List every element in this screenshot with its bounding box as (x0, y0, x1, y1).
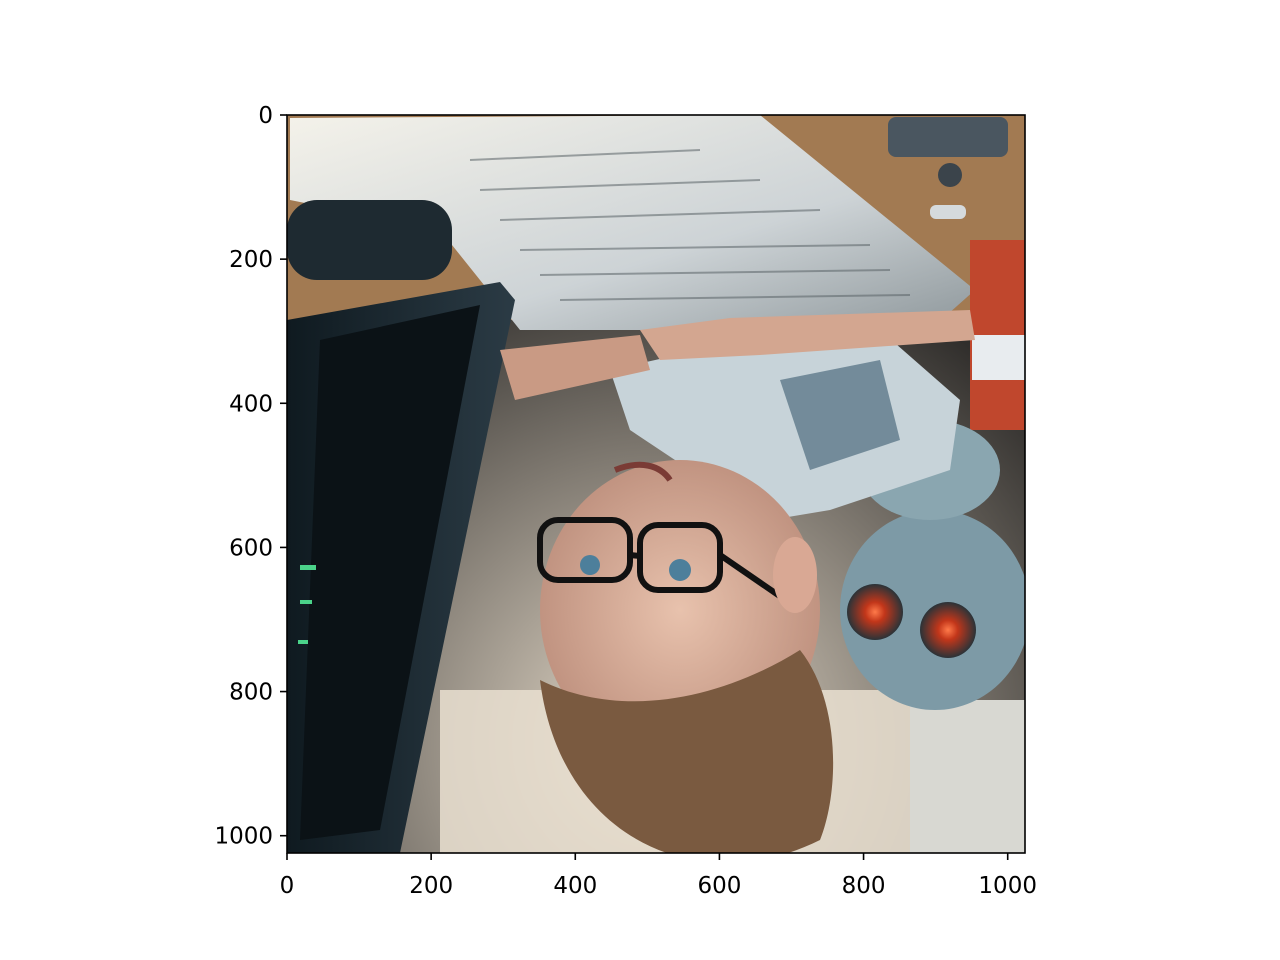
x-tick-label: 200 (409, 873, 453, 899)
y-tick-label: 600 (229, 535, 273, 561)
y-tick-label: 0 (258, 103, 273, 129)
x-tick-label: 400 (553, 873, 597, 899)
y-axis: 0 200 400 600 800 1000 (214, 103, 287, 850)
hair-image (540, 650, 834, 853)
y-tick-label: 1000 (214, 824, 273, 850)
image-display (287, 115, 1025, 853)
y-tick-label: 400 (229, 391, 273, 417)
monitor-leds (298, 565, 316, 644)
x-tick-label: 0 (280, 873, 295, 899)
x-tick-label: 800 (842, 873, 886, 899)
x-tick-label: 600 (697, 873, 741, 899)
paper-text-lines (469, 149, 911, 301)
y-tick-label: 200 (229, 247, 273, 273)
axes-frame (286, 114, 1026, 854)
x-axis: 0 200 400 600 800 1000 (280, 853, 1037, 899)
y-tick-label: 800 (229, 680, 273, 706)
x-tick-label: 1000 (978, 873, 1037, 899)
